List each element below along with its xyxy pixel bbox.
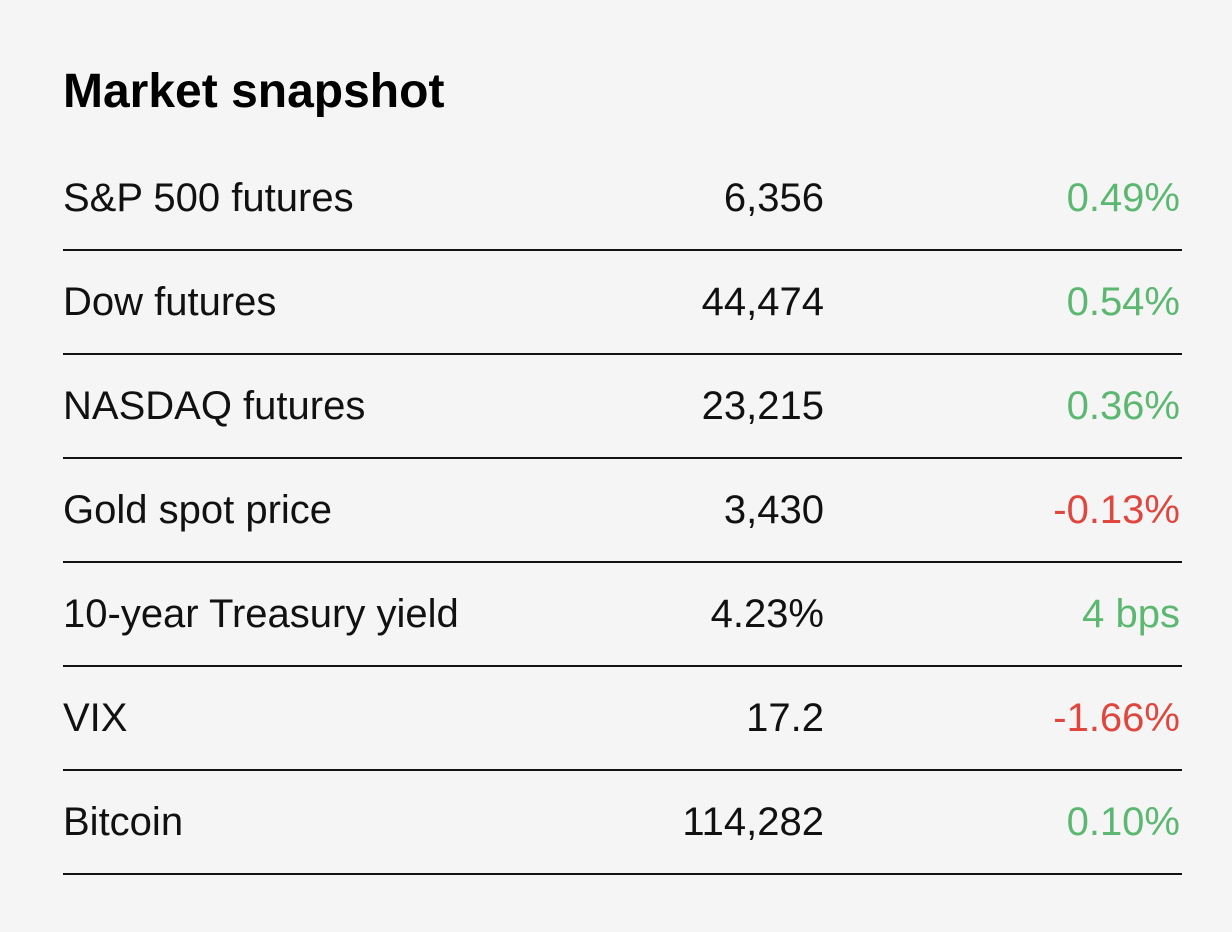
table-row: Bitcoin 114,282 0.10%: [63, 772, 1182, 875]
instrument-change: 0.36%: [1066, 384, 1180, 428]
instrument-name: Dow futures: [63, 280, 277, 324]
instrument-change: -0.13%: [1053, 488, 1180, 532]
instrument-value: 23,215: [701, 384, 824, 428]
instrument-value: 17.2: [746, 696, 824, 740]
table-row: Dow futures 44,474 0.54%: [63, 252, 1182, 355]
instrument-change: 4 bps: [1082, 592, 1180, 636]
instrument-change: 0.49%: [1066, 176, 1180, 220]
table-row: 10-year Treasury yield 4.23% 4 bps: [63, 564, 1182, 667]
instrument-value: 114,282: [682, 800, 824, 844]
instrument-value: 6,356: [723, 176, 824, 220]
instrument-name: Bitcoin: [63, 800, 184, 844]
instrument-change: -1.66%: [1053, 696, 1180, 740]
instrument-change: 0.10%: [1066, 800, 1180, 844]
instrument-value: 4.23%: [710, 592, 824, 636]
table-row: S&P 500 futures 6,356 0.49%: [63, 148, 1182, 251]
instrument-name: NASDAQ futures: [63, 384, 366, 428]
page-title: Market snapshot: [63, 65, 445, 118]
market-table: S&P 500 futures 6,356 0.49% Dow futures …: [63, 148, 1182, 875]
instrument-name: S&P 500 futures: [63, 176, 354, 220]
instrument-value: 44,474: [701, 280, 824, 324]
table-row: VIX 17.2 -1.66%: [63, 668, 1182, 771]
table-row: Gold spot price 3,430 -0.13%: [63, 460, 1182, 563]
instrument-change: 0.54%: [1066, 280, 1180, 324]
instrument-name: 10-year Treasury yield: [63, 592, 459, 636]
table-row: NASDAQ futures 23,215 0.36%: [63, 356, 1182, 459]
instrument-name: VIX: [63, 696, 128, 740]
instrument-name: Gold spot price: [63, 488, 333, 532]
instrument-value: 3,430: [723, 488, 824, 532]
